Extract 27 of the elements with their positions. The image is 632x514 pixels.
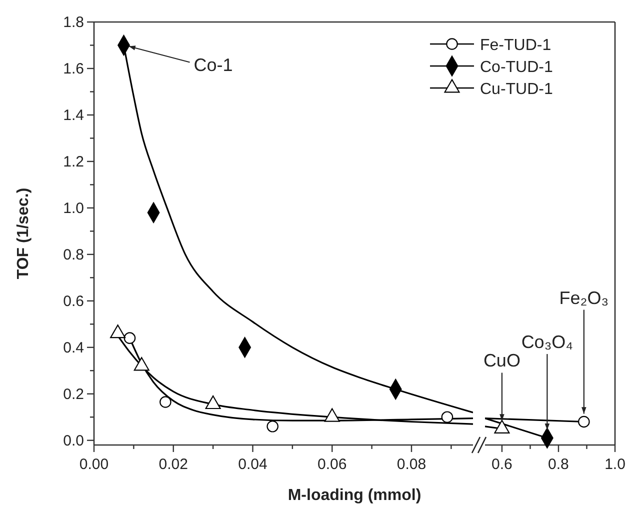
y-tick-label: 0.0	[63, 432, 84, 450]
y-tick-label: 0.2	[63, 386, 84, 403]
y-tick-label: 1.2	[63, 153, 84, 170]
y-tick-label: 0.8	[63, 246, 84, 264]
x-tick-label: 0.08	[396, 456, 426, 473]
annotation: Co₃O₄	[521, 332, 574, 352]
y-tick-label: 1.0	[63, 200, 84, 217]
x-tick-label: 0.02	[158, 456, 188, 473]
x-tick-label: 0.00	[79, 456, 109, 473]
y-tick-label: 0.4	[63, 339, 84, 356]
y-axis-title: TOF (1/sec.)	[15, 188, 32, 280]
annotation: Co-1	[194, 55, 233, 76]
x-axis-title: M-loading (mmol)	[288, 487, 422, 504]
legend-label: Cu-TUD-1	[480, 81, 553, 98]
x-tick-label: 1.0	[604, 456, 626, 473]
x-tick-label: 0.06	[318, 456, 347, 473]
legend-label: Co-TUD-1	[480, 59, 553, 76]
x-tick-label: 0.6	[492, 456, 512, 473]
y-tick-label: 0.6	[63, 292, 84, 310]
y-tick-label: 1.4	[63, 106, 84, 124]
annotation: CuO	[483, 350, 520, 371]
annotation: Fe₂O₃	[559, 288, 609, 308]
x-tick-label: 0.04	[238, 456, 268, 473]
legend-label: Fe-TUD-1	[480, 37, 552, 54]
x-tick-label: 0.8	[548, 456, 569, 473]
y-tick-label: 1.6	[63, 60, 84, 78]
y-tick-label: 1.8	[63, 14, 84, 31]
